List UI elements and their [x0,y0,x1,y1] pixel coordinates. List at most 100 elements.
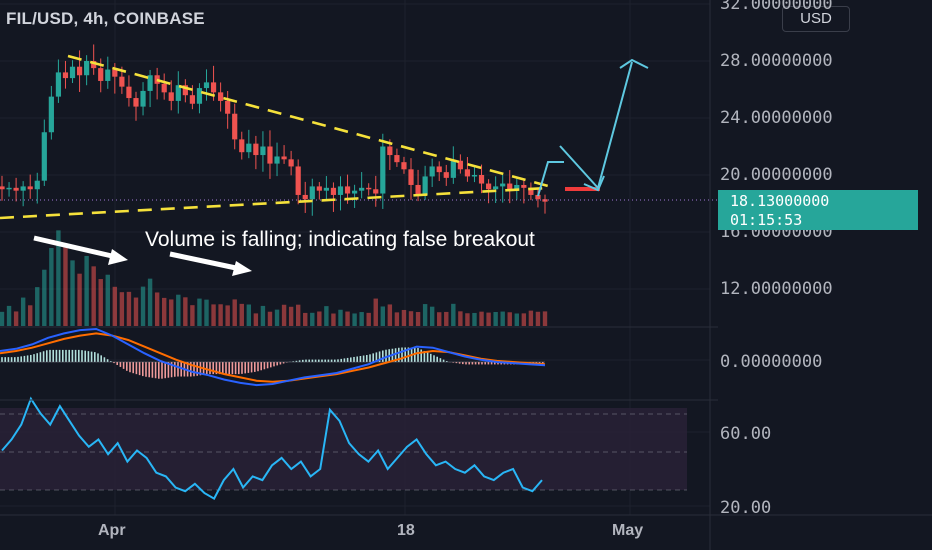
candle [84,55,90,86]
candle-body [281,156,287,160]
candle [91,44,97,75]
candle-body [387,146,393,156]
candle-body [302,194,308,200]
volume-bar [528,310,534,326]
candle [373,175,379,207]
volume-bar [56,230,61,326]
annotation-text[interactable]: Volume is falling; indicating false brea… [145,228,535,251]
volume-bar [521,313,527,326]
volume-bar [84,255,89,326]
volume-bar [225,305,230,326]
candle-body [344,186,351,194]
last-price-value: 18.13000000 [730,192,830,210]
volume-bar [507,312,512,326]
volume-bar [444,311,449,326]
candle-body [98,68,104,81]
candle [253,135,259,170]
candle-body [232,113,238,140]
candle-body [140,90,146,107]
candle-body [105,69,111,81]
candle-body [450,160,456,178]
white-arrow-head [232,261,252,276]
candle [436,161,442,181]
candle [309,178,315,216]
volume-bar [359,312,364,326]
volume-bar [211,304,216,326]
candle [478,164,485,194]
volume-bar [387,304,393,326]
candle [48,85,54,140]
candle [246,129,252,159]
last-price-tag: 18.13000000 01:15:53 [718,190,918,230]
candle-body [493,186,499,190]
volume-bar [63,243,68,326]
drawings [0,54,649,276]
candle-body [521,184,527,188]
candle [225,90,231,129]
candle [351,184,358,208]
candle-body [168,92,174,101]
candle [528,182,534,201]
candle [232,103,238,150]
candle [0,175,5,201]
chart-title[interactable]: FIL/USD, 4h, COINBASE [6,9,205,28]
volume-bar [324,306,329,326]
volume-bar [20,297,26,326]
candle [337,176,344,211]
candle [394,148,400,167]
candle-body [246,143,252,153]
rsi-axis-label: 20.00 [720,498,772,518]
candle [500,174,506,203]
candle [457,154,463,174]
candle [76,50,83,92]
candle-body [316,186,322,191]
candle-body [62,72,69,79]
candle [267,130,273,179]
volume-bar [154,292,160,326]
volume-bar [70,260,75,326]
volume-bar [112,286,118,326]
candle [196,83,203,114]
candle-body [373,189,379,194]
volume-bar [126,291,132,326]
macd-axis-label: 0.00000000 [720,352,823,372]
white-arrow-head [108,249,128,265]
candle [147,69,153,108]
descending-trendline [67,54,549,188]
volume-bar [190,305,195,326]
candle-body [457,160,463,170]
volume-bar [317,311,322,326]
candle-body [126,86,132,99]
candle-body [408,169,414,185]
currency-button[interactable]: USD [782,6,850,32]
volume-bar [98,279,103,326]
bar-countdown: 01:15:53 [730,211,803,229]
macd-histogram [0,347,545,379]
rsi-line-path [1,396,543,500]
candle [105,56,111,89]
volume-bar [401,309,407,326]
volume-bar [161,297,167,326]
candle [239,131,245,160]
candle [62,60,69,89]
candle-body [535,194,541,200]
candle-body [401,162,407,170]
macd-lines [0,327,546,387]
volume-bar [169,299,174,326]
candle [175,71,181,114]
price-axis-label: 20.00000000 [720,165,833,185]
candle [55,59,62,103]
volume-bar [140,286,146,326]
volume-bar [281,304,287,326]
candle [20,181,26,207]
volume-bar [147,278,153,326]
volume-bar [239,303,244,326]
candle-body [6,187,12,190]
volume-bar [422,304,428,326]
candle [168,80,174,111]
candle [13,177,19,202]
candle [281,145,287,164]
volume-bar [493,311,498,326]
candle-body [48,96,54,133]
